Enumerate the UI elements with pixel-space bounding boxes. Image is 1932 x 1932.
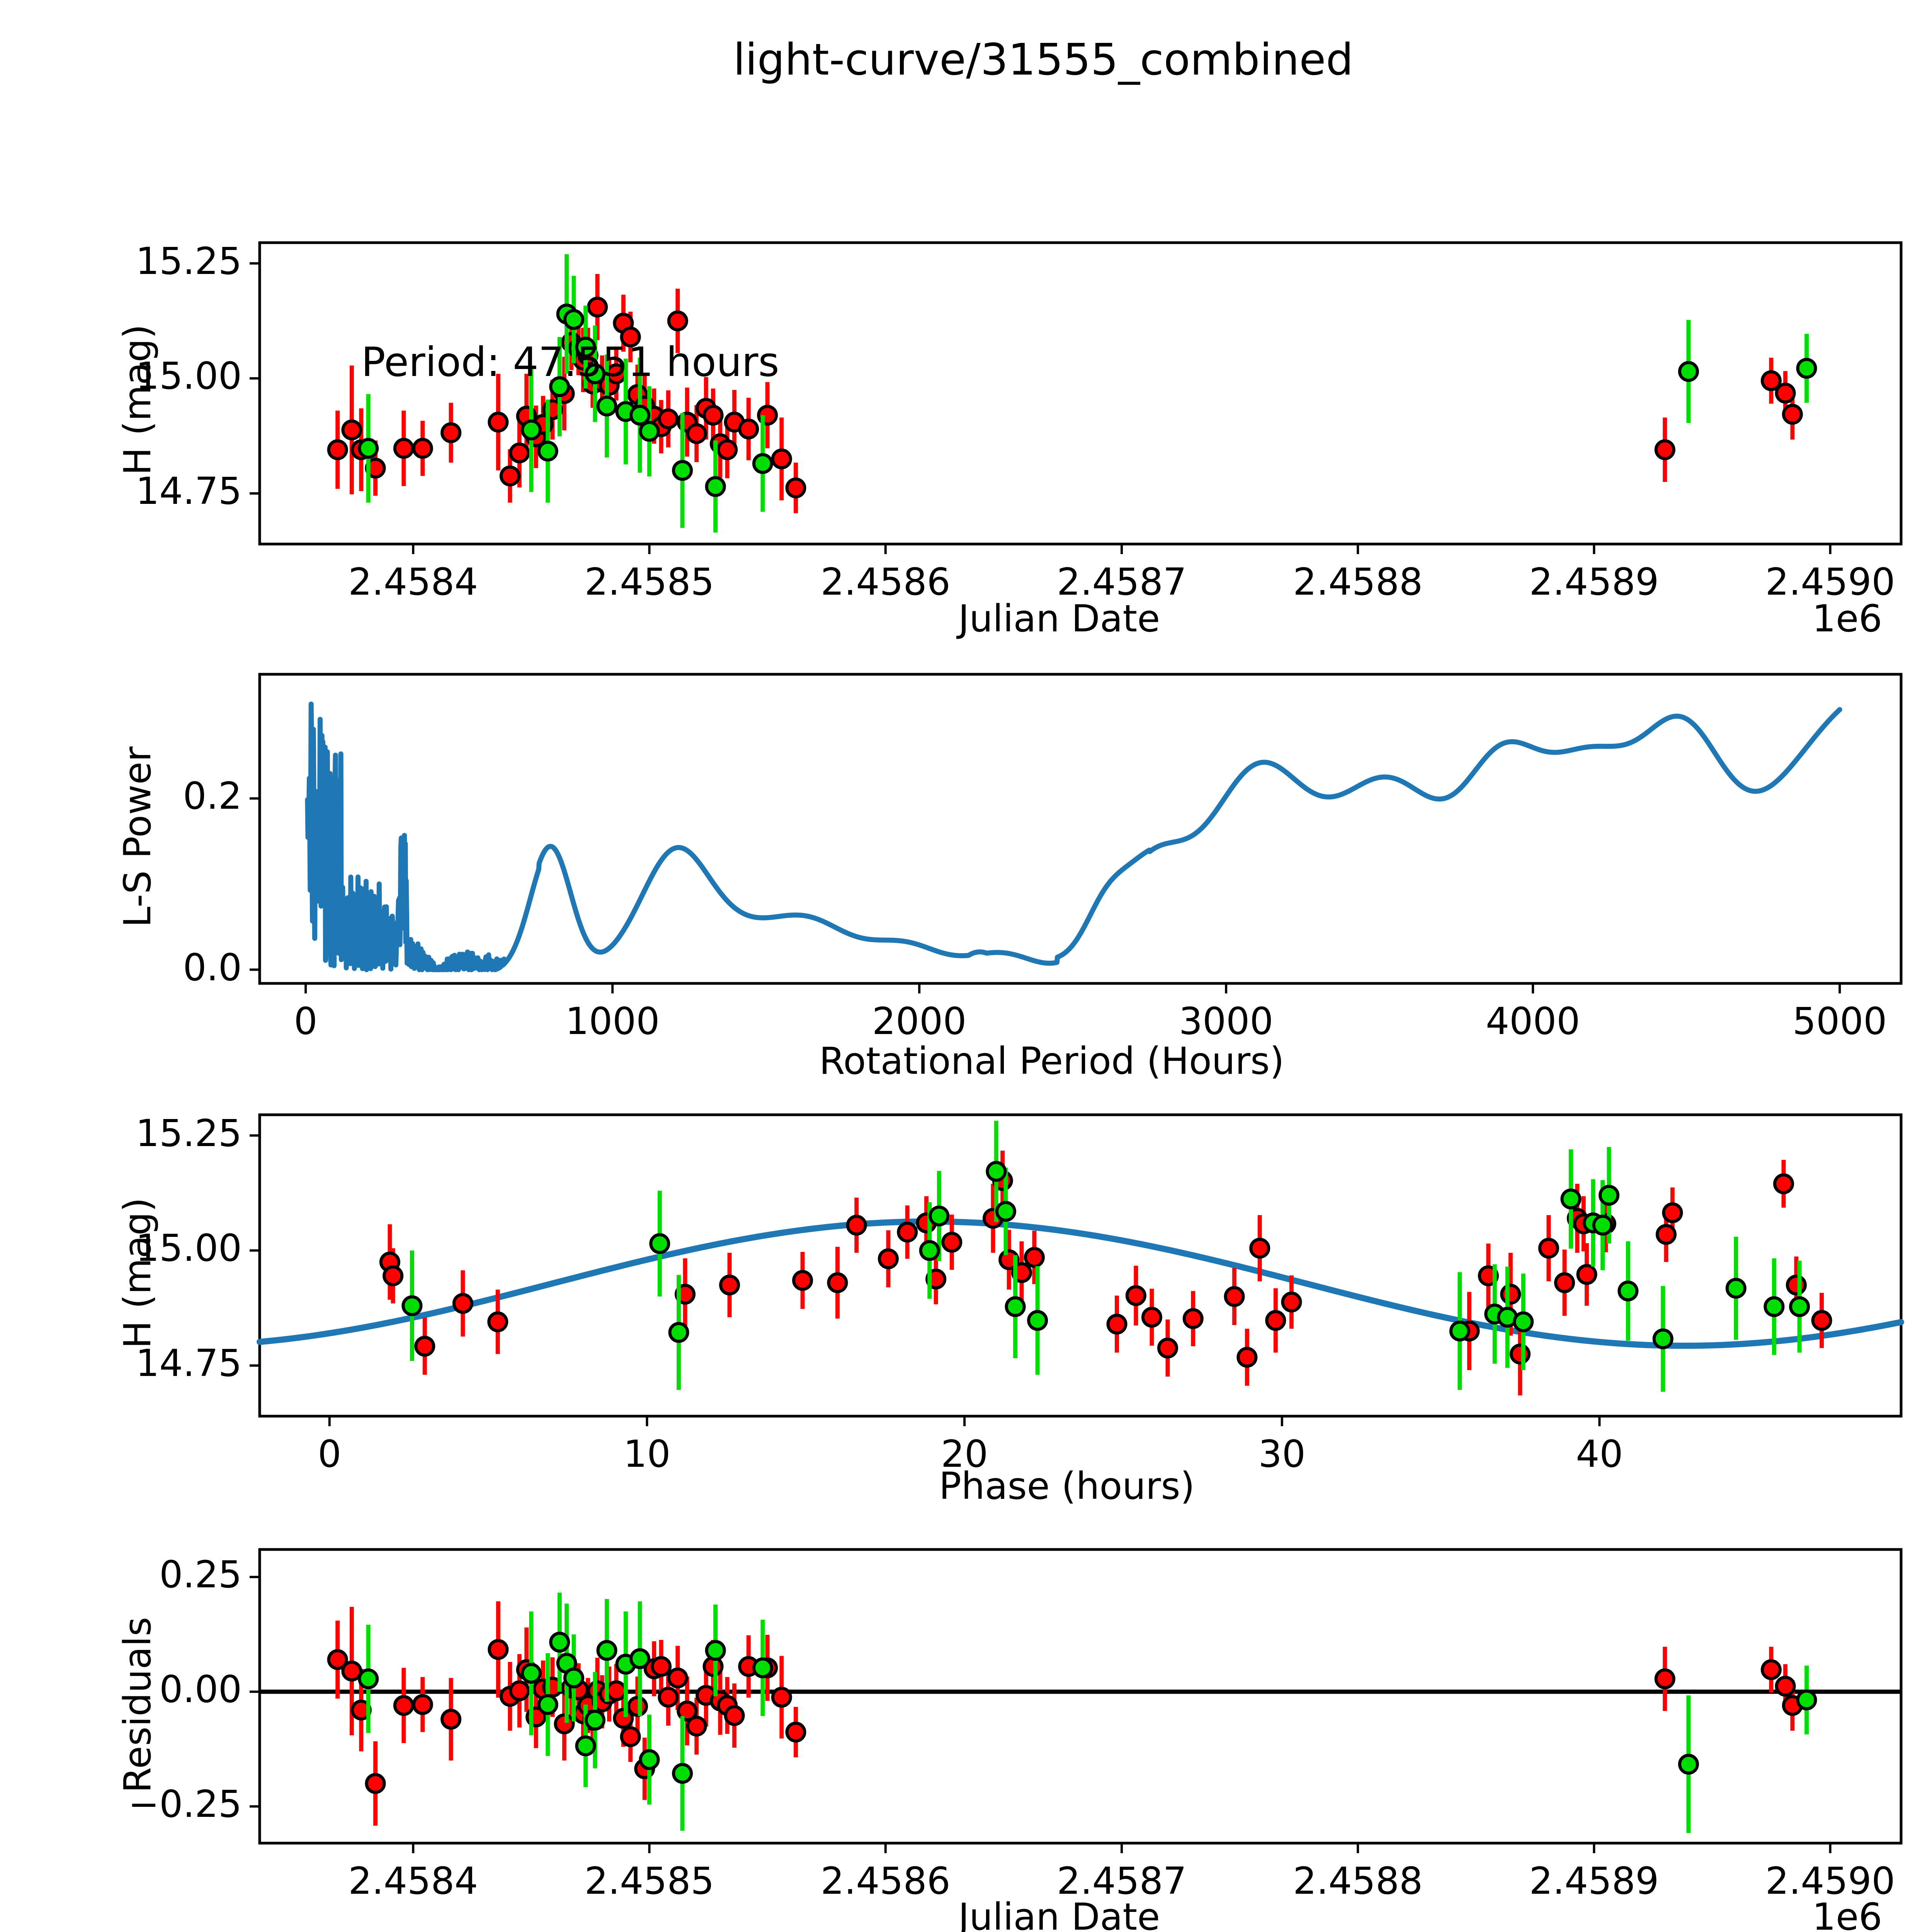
tick-label: 2.4588 (1293, 1859, 1423, 1903)
phase-y-axis-label: H (mag) (116, 1197, 159, 1349)
phase-folded-plot-area (250, 1113, 1904, 1426)
tick-label: 15.25 (136, 1111, 242, 1155)
tick-label: 2.4585 (584, 1859, 714, 1903)
tick-label: 2.4584 (348, 1859, 478, 1903)
periodogram-x-axis-label: Rotational Period (Hours) (819, 1039, 1284, 1083)
tick-label: 0 (294, 1000, 318, 1043)
tick-label: 0.0 (183, 946, 242, 989)
data-series-green (358, 254, 1817, 533)
panel-residuals (250, 1548, 1903, 1853)
residuals-x-offset-text: 1e6 (1812, 1895, 1883, 1932)
figure-title: light-curve/31555_combined (733, 35, 1354, 85)
tick-label: 2.4587 (1057, 1859, 1187, 1903)
tick-label: 15.00 (136, 1226, 242, 1270)
tick-label: 2.4585 (584, 560, 714, 604)
tick-label: 14.75 (136, 1342, 242, 1385)
data-series-green (358, 1592, 1817, 1833)
tick-label: 4000 (1486, 1000, 1580, 1043)
tick-label: 10 (623, 1432, 671, 1476)
tick-label: 15.25 (136, 239, 242, 283)
periodogram-plot-area (250, 673, 1903, 993)
tick-label: 3000 (1179, 1000, 1274, 1043)
tick-label: 2.4589 (1529, 560, 1659, 604)
light-curve-plot-area (250, 241, 1903, 554)
tick-label: 40 (1576, 1432, 1623, 1476)
residuals-y-axis-label: Residuals (116, 1617, 159, 1793)
residuals-plot-area (250, 1548, 1903, 1853)
periodogram-y-axis-label: L-S Power (116, 746, 159, 927)
tick-label: 30 (1258, 1432, 1306, 1476)
tick-label: 2.4590 (1765, 560, 1895, 604)
tick-label: 0 (318, 1432, 342, 1476)
tick-label: 0.2 (183, 774, 242, 818)
tick-label: 15.00 (136, 354, 242, 398)
residuals-x-axis-label: Julian Date (958, 1895, 1160, 1932)
panel-phase-folded (250, 1113, 1904, 1426)
tick-label: 2.4587 (1057, 560, 1187, 604)
light-curve-x-axis-label: Julian Date (958, 597, 1160, 640)
tick-label: 5000 (1793, 1000, 1887, 1043)
tick-label: 20 (941, 1432, 988, 1476)
tick-label: 2.4589 (1529, 1859, 1659, 1903)
tick-label: 2.4586 (820, 560, 951, 604)
tick-label: 14.75 (136, 469, 242, 513)
panel-periodogram (250, 673, 1903, 993)
period-annotation: Period: 47.551 hours (361, 338, 779, 386)
data-series-green (401, 1121, 1810, 1392)
tick-label: −0.25 (128, 1782, 242, 1826)
phase-x-axis-label: Phase (hours) (939, 1464, 1195, 1508)
tick-label: 0.00 (159, 1668, 242, 1711)
light-curve-x-offset-text: 1e6 (1812, 597, 1883, 640)
panel-light-curve (250, 241, 1903, 554)
tick-label: 2000 (872, 1000, 967, 1043)
tick-label: 2.4584 (348, 560, 478, 604)
tick-label: 0.25 (159, 1553, 242, 1597)
tick-label: 2.4590 (1765, 1859, 1895, 1903)
tick-label: 1000 (565, 1000, 660, 1043)
light-curve-y-axis-label: H (mag) (116, 324, 159, 475)
tick-label: 2.4586 (820, 1859, 951, 1903)
tick-label: 2.4588 (1293, 560, 1423, 604)
